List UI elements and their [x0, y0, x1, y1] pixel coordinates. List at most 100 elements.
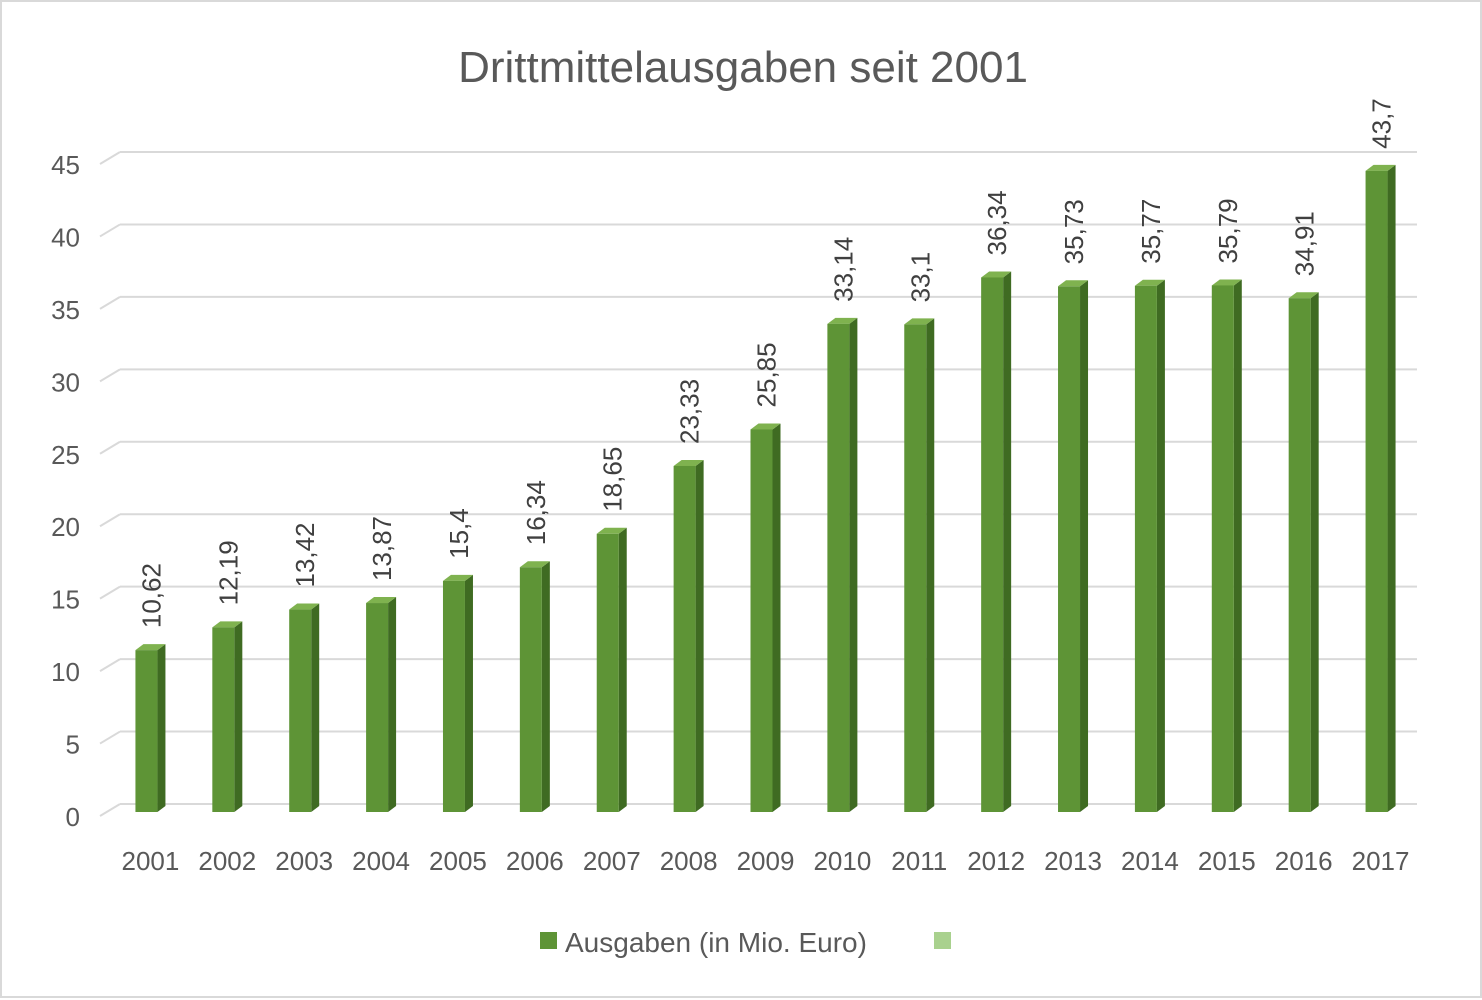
- bar-side: [388, 597, 397, 812]
- bar-side: [1003, 271, 1012, 813]
- data-label: 35,79: [1213, 198, 1243, 263]
- bar: [981, 271, 1012, 813]
- x-axis-ticks: 2001 2002 2003 2004 2005 2006 2007 2008 2009 2010…: [122, 846, 1410, 876]
- y-tick-label: 40: [51, 222, 80, 252]
- gridline-edge: [99, 223, 121, 238]
- bar-front: [1288, 298, 1311, 813]
- y-tick-label: 15: [51, 585, 80, 615]
- bar-side: [234, 621, 243, 812]
- bar-top: [750, 423, 781, 430]
- gridline-edge: [99, 296, 121, 310]
- y-tick-label: 45: [51, 150, 80, 180]
- y-tick-label: 35: [51, 295, 80, 325]
- y-tick-label: 25: [51, 440, 80, 470]
- bar-front: [1211, 285, 1234, 813]
- bar-front: [1134, 285, 1157, 813]
- x-tick-label: 2008: [660, 846, 718, 876]
- bar-front: [827, 323, 850, 812]
- bar-top: [1058, 280, 1089, 287]
- bar-side: [926, 318, 935, 812]
- chart-title: Drittmittelausgaben seit 2001: [458, 43, 1028, 92]
- bar-front: [289, 609, 312, 812]
- bar-top: [366, 597, 397, 604]
- bar-side: [1387, 164, 1396, 812]
- x-tick-label: 2004: [352, 846, 410, 876]
- x-tick-label: 2009: [737, 846, 795, 876]
- bar: [596, 527, 627, 812]
- bar-front: [135, 650, 158, 812]
- bar-front: [212, 627, 235, 812]
- bars: 10,62 12,19 13,42 13,87 15,4 16,34 18,65 23,33 2…: [135, 98, 1397, 813]
- bar-top: [904, 318, 935, 325]
- bar: [1058, 280, 1089, 812]
- bar-front: [1365, 170, 1388, 812]
- gridline-edge: [99, 658, 121, 672]
- bar: [519, 561, 550, 812]
- data-label: 10,62: [136, 563, 166, 628]
- bar-side: [772, 423, 781, 812]
- bar: [1365, 164, 1396, 812]
- bar: [135, 644, 166, 812]
- bar-top: [1134, 279, 1165, 286]
- bar-front: [673, 465, 696, 812]
- y-tick-label: 20: [51, 512, 80, 542]
- bar-top: [981, 271, 1012, 278]
- bar-front: [519, 567, 542, 812]
- y-tick-label: 0: [66, 802, 80, 832]
- gridline-edge: [99, 440, 121, 455]
- bar-side: [695, 459, 704, 812]
- data-label: 36,34: [982, 190, 1012, 255]
- gridline-edge: [99, 513, 121, 528]
- bar-side: [541, 561, 550, 812]
- bar-side: [311, 603, 320, 812]
- bar: [750, 423, 781, 812]
- bar-top: [673, 459, 704, 466]
- bar: [442, 574, 473, 812]
- bar-side: [1233, 279, 1242, 813]
- bar-side: [157, 644, 166, 812]
- bar-front: [596, 533, 619, 812]
- bar-front: [981, 277, 1004, 813]
- x-tick-label: 2007: [583, 846, 641, 876]
- data-label: 25,85: [752, 342, 782, 407]
- y-axis-ticks: 0 5 10 15 20 25 30 35 40 45: [51, 150, 80, 832]
- legend-swatch-unnamed: [934, 932, 951, 949]
- bar-top: [289, 603, 320, 610]
- x-tick-label: 2006: [506, 846, 564, 876]
- x-tick-label: 2014: [1121, 846, 1179, 876]
- bar-front: [1058, 286, 1081, 812]
- bar-top: [596, 527, 627, 534]
- x-tick-label: 2010: [813, 846, 871, 876]
- data-label: 15,4: [444, 508, 474, 559]
- x-tick-label: 2011: [891, 846, 947, 876]
- data-label: 13,42: [290, 522, 320, 587]
- gridline-edge: [99, 151, 121, 165]
- x-tick-label: 2012: [967, 846, 1025, 876]
- gridline-edge: [99, 368, 121, 383]
- bar: [1211, 279, 1242, 813]
- bar-side: [1156, 279, 1165, 813]
- bar-top: [442, 574, 473, 581]
- legend-swatch-ausgaben: [540, 932, 557, 949]
- legend: Ausgaben (in Mio. Euro): [540, 927, 951, 958]
- bar-side: [849, 317, 858, 812]
- bar-side: [464, 574, 473, 812]
- bar-front: [750, 429, 773, 812]
- bar-top: [519, 561, 550, 568]
- x-tick-label: 2005: [429, 846, 487, 876]
- bar-top: [1211, 279, 1242, 286]
- data-label: 35,77: [1136, 199, 1166, 264]
- gridline-edge: [99, 585, 121, 600]
- x-tick-label: 2013: [1044, 846, 1102, 876]
- y-tick-label: 5: [66, 730, 80, 760]
- data-label: 13,87: [367, 516, 397, 581]
- bar-front: [442, 580, 465, 812]
- bar-top: [212, 621, 243, 628]
- bar-front: [366, 603, 389, 812]
- gridline-edge: [99, 803, 121, 817]
- y-tick-label: 10: [51, 657, 80, 687]
- bar-top: [827, 317, 858, 324]
- data-label: 33,14: [828, 237, 858, 302]
- data-label: 35,73: [1059, 199, 1089, 264]
